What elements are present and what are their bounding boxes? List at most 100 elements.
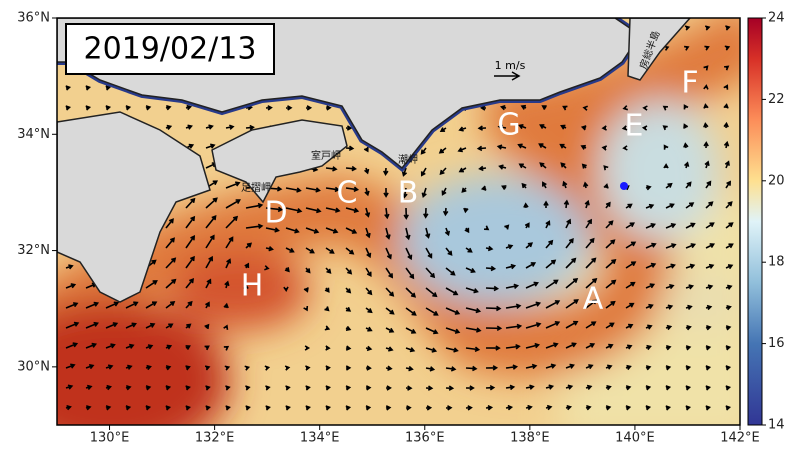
current-arrow (684, 45, 690, 51)
current-arrow (165, 385, 172, 391)
region-label: C (337, 176, 358, 211)
current-arrow (365, 247, 372, 259)
current-arrow (465, 327, 482, 333)
current-arrow (725, 365, 732, 371)
current-arrow (525, 242, 534, 249)
current-arrow (165, 124, 173, 130)
current-arrow (365, 287, 373, 296)
current-arrow (445, 247, 453, 256)
current-arrow (725, 304, 732, 311)
current-arrow (65, 302, 79, 309)
current-arrow (725, 180, 732, 189)
current-arrow (65, 321, 80, 329)
current-arrow (265, 246, 274, 252)
current-arrow (705, 325, 712, 331)
current-arrow (705, 263, 715, 269)
current-arrow (405, 307, 417, 316)
current-arrow (477, 125, 487, 131)
current-arrow (305, 227, 320, 234)
current-arrow (405, 227, 411, 241)
current-arrow (685, 284, 695, 290)
current-arrow (185, 215, 196, 229)
current-arrow (525, 301, 542, 309)
current-arrow (223, 345, 230, 351)
date-box (65, 23, 275, 75)
current-arrow (501, 185, 507, 191)
current-arrow (185, 255, 195, 269)
current-arrow (105, 343, 116, 349)
current-arrow (185, 385, 191, 391)
current-arrow (125, 343, 135, 349)
current-arrow (305, 365, 311, 371)
x-tick-label: 134°E (300, 431, 340, 446)
current-arrow (305, 267, 311, 274)
current-arrow (665, 283, 675, 290)
current-arrow (625, 405, 632, 411)
current-arrow (645, 203, 655, 209)
current-arrow (65, 283, 77, 289)
current-arrow (705, 180, 712, 189)
current-arrow (85, 105, 92, 111)
current-arrow (165, 323, 174, 329)
current-arrow (505, 263, 517, 270)
current-arrow (205, 124, 214, 130)
current-arrow (205, 255, 213, 269)
current-arrow (485, 245, 494, 252)
x-tick-label: 130°E (90, 431, 130, 446)
current-arrow (325, 186, 341, 193)
colorbar-tick-label: 24 (768, 11, 785, 26)
colorbar (747, 17, 763, 426)
current-arrow (345, 207, 360, 213)
current-arrow (165, 257, 177, 269)
current-arrow (65, 264, 74, 270)
colorbar-tick-label: 14 (768, 418, 785, 433)
current-arrow (705, 345, 712, 351)
current-arrow (305, 385, 311, 391)
current-arrow (724, 160, 730, 169)
current-arrow (465, 287, 479, 294)
current-arrow (525, 342, 541, 349)
current-arrow (684, 25, 691, 31)
current-arrow (285, 105, 293, 111)
current-arrow (165, 365, 172, 371)
current-arrow (385, 307, 395, 315)
current-arrow (505, 244, 514, 250)
current-arrow (625, 203, 633, 209)
place-name: 室戸岬 (311, 149, 341, 162)
current-arrow (385, 346, 394, 352)
current-arrow (605, 201, 611, 209)
current-arrow (345, 145, 355, 152)
current-arrow (458, 167, 467, 173)
current-arrow (704, 25, 711, 31)
current-arrow (498, 164, 507, 170)
x-tick-label: 132°E (195, 431, 235, 446)
current-arrow (365, 385, 372, 391)
current-arrow (505, 364, 519, 370)
current-arrow (565, 257, 577, 269)
current-arrow (665, 304, 674, 310)
current-arrow (705, 284, 714, 290)
current-arrow (105, 301, 120, 309)
y-tick-label: 36°N (17, 11, 50, 26)
current-arrow (345, 325, 352, 331)
current-arrow (405, 287, 417, 298)
x-tick-label: 136°E (405, 431, 445, 446)
current-arrow (565, 384, 574, 390)
current-arrow (405, 365, 414, 372)
current-arrow (125, 364, 133, 370)
region-label: H (241, 269, 264, 304)
current-arrow (324, 287, 330, 293)
y-tick-label: 34°N (17, 127, 50, 142)
current-arrow (465, 365, 478, 372)
current-arrow (85, 342, 98, 349)
current-arrow (325, 227, 339, 234)
current-arrow (725, 243, 734, 249)
current-arrow (605, 220, 614, 229)
current-arrow (305, 105, 313, 111)
colorbar-tick-label: 18 (768, 255, 785, 270)
current-arrow (185, 235, 196, 249)
current-arrow (225, 199, 241, 209)
current-arrow (541, 105, 547, 110)
current-arrow (665, 223, 677, 229)
region-label: A (583, 282, 604, 317)
